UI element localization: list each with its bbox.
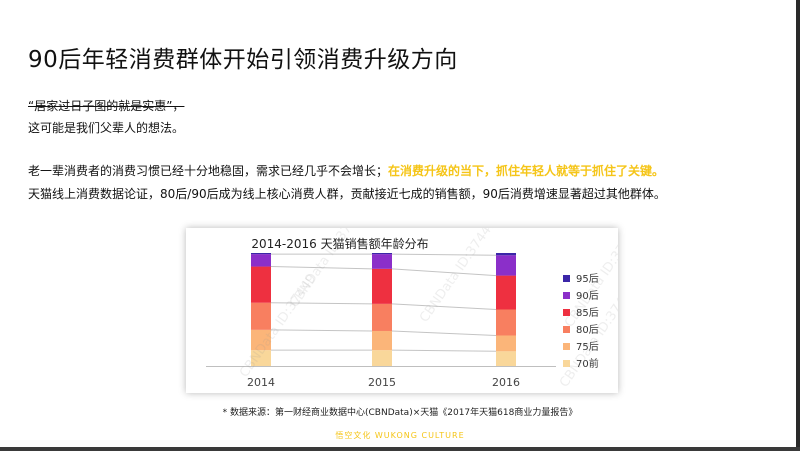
bar-segment-2016-75后 [496, 335, 516, 352]
slide-title: 90后年轻消费群体开始引领消费升级方向 [28, 47, 458, 73]
trend-line [270, 329, 373, 332]
legend-label: 85后 [576, 307, 599, 319]
legend-swatch-90后 [563, 292, 570, 299]
paragraph-2: 天猫线上消费数据论证，80后/90后成为线上核心消费人群，贡献接近七成的销售额，… [28, 187, 666, 201]
paragraph-1: 老一辈消费者的消费习惯已经十分地稳固，需求已经几乎不会增长；在消费升级的当下，抓… [28, 162, 664, 179]
watermark-text: CBNData ID:37449 [237, 271, 320, 380]
bar-segment-2016-90后 [496, 255, 516, 276]
bar-segment-2014-75后 [251, 329, 271, 351]
trend-line [391, 253, 497, 256]
legend-swatch-75后 [563, 343, 570, 350]
trend-line [270, 302, 373, 305]
chart-card: 2014-2016 天猫销售额年龄分布 2014 2015 2016 95后 90后 85后… [186, 228, 618, 393]
trend-line [391, 349, 497, 352]
bar-segment-2015-80后 [372, 303, 392, 331]
trend-line [391, 303, 497, 310]
right-border [796, 0, 800, 451]
x-tick-label: 2016 [492, 376, 520, 389]
paragraph-1-highlight: 在消费升级的当下，抓住年轻人就等于抓住了关键。 [388, 164, 665, 178]
bottom-border [0, 447, 800, 451]
trend-line [391, 268, 497, 277]
bar-segment-2015-90后 [372, 254, 392, 269]
legend-label: 90后 [576, 290, 599, 302]
data-source-note: * 数据来源：第一财经商业数据中心(CBNData)×天猫《2017年天猫618… [222, 408, 578, 418]
legend-swatch-70前 [563, 360, 570, 367]
paragraph-1-normal: 老一辈消费者的消费习惯已经十分地稳固，需求已经几乎不会增长； [28, 164, 389, 178]
bar-segment-2014-80后 [251, 302, 271, 330]
legend-swatch-80后 [563, 326, 570, 333]
chart-title: 2014-2016 天猫销售额年龄分布 [251, 236, 428, 251]
legend-label: 75后 [576, 341, 599, 353]
legend-swatch-85后 [563, 309, 570, 316]
bar-segment-2014-95后 [251, 253, 271, 255]
bar-segment-2016-85后 [496, 275, 516, 310]
bar-segment-2015-95后 [372, 253, 392, 255]
bar-segment-2016-80后 [496, 309, 516, 336]
bar-segment-2015-85后 [372, 268, 392, 304]
legend-label: 95后 [576, 273, 599, 285]
bar-segment-2016-70前 [496, 351, 516, 366]
trend-line [391, 330, 497, 336]
trend-line [270, 266, 373, 270]
bar-segment-2015-75后 [372, 330, 392, 351]
watermark-text: CBNData ID:37449 [417, 228, 500, 325]
brand-footer: 悟空文化 WUKONG CULTURE [335, 431, 465, 440]
bar-segment-2014-90后 [251, 254, 271, 267]
parents-view-text: 这可能是我们父辈人的想法。 [28, 121, 185, 135]
bar-segment-2014-70前 [251, 350, 271, 366]
bar-segment-2016-95后 [496, 253, 516, 256]
x-tick-label: 2015 [368, 376, 396, 389]
legend-swatch-95后 [563, 275, 570, 282]
quote-text: “居家过日子图的就是实惠”， [28, 99, 185, 113]
legend-label: 70前 [576, 357, 599, 370]
legend-label: 80后 [576, 324, 599, 336]
bar-segment-2014-85后 [251, 266, 271, 303]
age-distribution-chart: 2014-2016 天猫销售额年龄分布 2014 2015 2016 95后 90后 85后… [206, 228, 618, 390]
bar-segment-2015-70前 [372, 350, 392, 366]
x-tick-label: 2014 [247, 376, 275, 389]
